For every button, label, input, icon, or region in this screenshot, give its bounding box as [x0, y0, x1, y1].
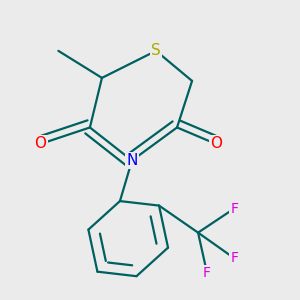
Text: N: N [126, 153, 138, 168]
Text: O: O [210, 136, 222, 152]
Text: S: S [151, 44, 161, 59]
Text: F: F [230, 251, 238, 265]
Text: F: F [230, 202, 238, 216]
Text: F: F [203, 266, 211, 280]
Text: O: O [34, 136, 46, 152]
